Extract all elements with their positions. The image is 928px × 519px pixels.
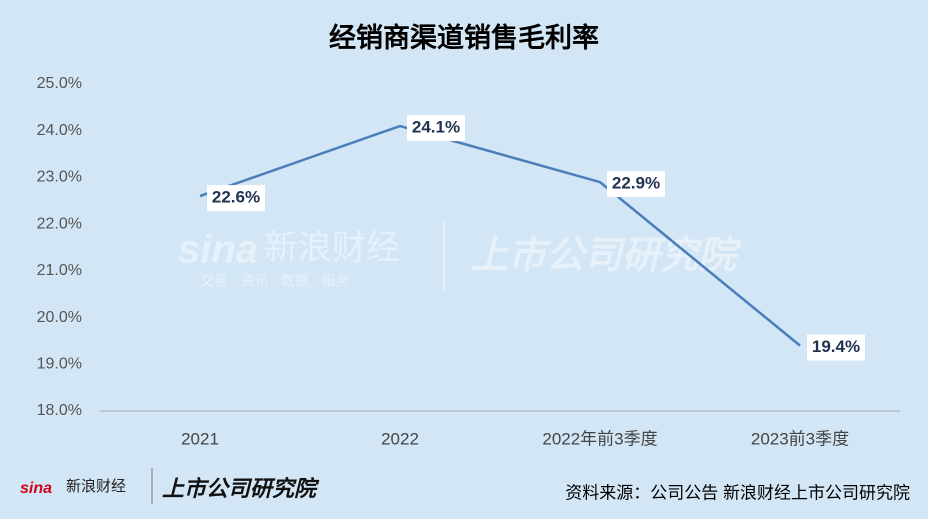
y-tick-label: 22.0% — [37, 215, 82, 232]
data-label-box — [607, 171, 665, 198]
data-label-box — [807, 334, 865, 361]
data-label: 22.6% — [207, 185, 265, 212]
data-label: 19.4% — [807, 334, 865, 361]
footer-logo: sina 新浪财经 上市公司研究院 — [20, 468, 320, 504]
data-label-text: 24.1% — [412, 118, 460, 137]
line-series — [199, 124, 801, 347]
footer-logo-brand: 新浪财经 — [66, 478, 126, 495]
data-label-box — [407, 115, 465, 142]
data-label: 24.1% — [407, 115, 465, 142]
y-tick-label: 24.0% — [37, 122, 82, 139]
x-tick-label: 2021 — [181, 429, 219, 448]
y-tick-label: 18.0% — [37, 402, 82, 419]
y-tick-label: 21.0% — [37, 262, 82, 279]
watermark-logo: sina — [178, 228, 258, 272]
y-tick-label: 25.0% — [37, 75, 82, 92]
source-note: 资料来源：公司公告 新浪财经上市公司研究院 — [565, 483, 910, 502]
chart-title: 经销商渠道销售毛利率 — [329, 22, 599, 53]
y-tick-label: 20.0% — [37, 309, 82, 326]
data-label-text: 22.6% — [212, 188, 260, 207]
x-tick-label: 2022 — [381, 429, 419, 448]
x-tick-label: 2023前3季度 — [751, 429, 849, 448]
footer-logo-sina: sina — [20, 480, 52, 497]
watermark: sina 新浪财经 交易 · 资讯 · 数据 · 服务 上市公司研究院 — [178, 222, 742, 290]
data-label-text: 22.9% — [612, 174, 660, 193]
watermark-institute: 上市公司研究院 — [470, 235, 742, 277]
data-label-text: 19.4% — [812, 337, 860, 356]
data-label-box — [207, 185, 265, 212]
watermark-slogan: 交易 · 资讯 · 数据 · 服务 — [200, 273, 349, 289]
y-tick-label: 23.0% — [37, 169, 82, 186]
footer-logo-institute: 上市公司研究院 — [162, 476, 320, 501]
watermark-brand: 新浪财经 — [264, 229, 400, 267]
data-label: 22.9% — [607, 171, 665, 198]
y-tick-label: 19.0% — [37, 356, 82, 373]
x-tick-label: 2022年前3季度 — [542, 429, 657, 448]
